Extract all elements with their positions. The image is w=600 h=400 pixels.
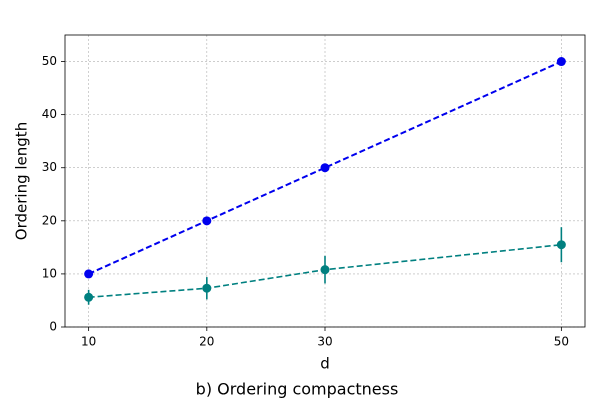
data-point	[202, 216, 212, 226]
data-point	[320, 163, 330, 173]
data-point	[556, 240, 566, 250]
data-point	[320, 265, 330, 275]
chart-title: b) Ordering compactness	[196, 380, 399, 399]
y-tick-label: 50	[42, 54, 57, 68]
data-point	[84, 269, 94, 279]
data-point	[556, 57, 566, 67]
data-point	[202, 283, 212, 293]
x-tick-label: 10	[81, 335, 96, 349]
series-line	[88, 243, 562, 299]
x-axis-label: d	[320, 355, 330, 373]
x-tick-label: 20	[199, 335, 214, 349]
y-tick-label: 40	[42, 107, 57, 121]
y-tick-label: 10	[42, 266, 57, 280]
y-tick-label: 30	[42, 160, 57, 174]
series-line	[88, 60, 562, 275]
data-point	[84, 292, 94, 302]
y-axis-label: Ordering length	[13, 122, 31, 240]
y-tick-label: 0	[49, 320, 57, 334]
y-tick-label: 20	[42, 213, 57, 227]
x-tick-label: 50	[554, 335, 569, 349]
x-tick-label: 30	[317, 335, 332, 349]
plot-frame	[64, 34, 586, 328]
